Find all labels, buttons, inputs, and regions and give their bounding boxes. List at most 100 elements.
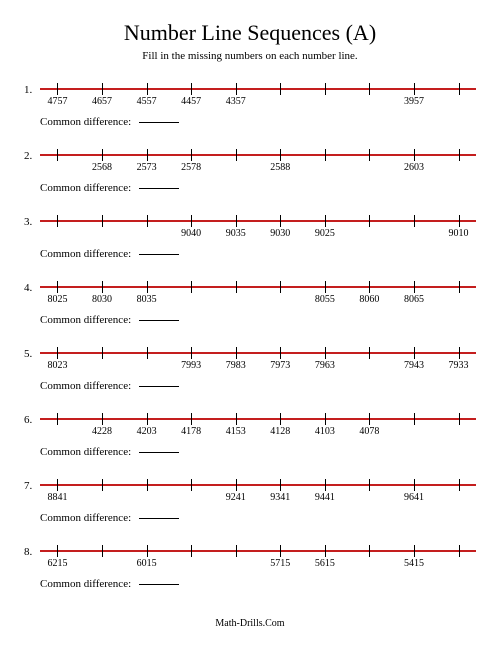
tick [102, 413, 103, 425]
problems-container: 1.475746574557445743573957 Common differe… [24, 78, 476, 590]
tick-label: 9010 [449, 228, 469, 239]
tick-label: 4153 [226, 426, 246, 437]
tick-label: 2573 [137, 162, 157, 173]
tick [325, 281, 326, 293]
answer-blank [139, 122, 179, 123]
common-difference: Common difference: [40, 380, 476, 392]
number-line: 88419241934194419641 [40, 474, 476, 510]
number-line: 475746574557445743573957 [40, 78, 476, 114]
tick [191, 479, 192, 491]
tick [57, 83, 58, 95]
problem: 8.62156015571556155415Common difference: [24, 540, 476, 590]
tick [459, 281, 460, 293]
problem: 5.8023799379837973796379437933Common dif… [24, 342, 476, 392]
tick [325, 149, 326, 161]
number-line: 90409035903090259010 [40, 210, 476, 246]
tick [236, 215, 237, 227]
tick [414, 83, 415, 95]
tick-label: 8035 [137, 294, 157, 305]
number-line-axis [40, 154, 476, 156]
number-line-axis [40, 286, 476, 288]
tick-label: 8025 [47, 294, 67, 305]
tick-label: 6015 [137, 558, 157, 569]
tick [280, 479, 281, 491]
tick [459, 215, 460, 227]
tick-label: 8023 [47, 360, 67, 371]
page-title: Number Line Sequences (A) [24, 20, 476, 46]
tick-label: 4103 [315, 426, 335, 437]
tick [147, 215, 148, 227]
tick [57, 215, 58, 227]
tick-label: 9035 [226, 228, 246, 239]
common-difference: Common difference: [40, 314, 476, 326]
tick-label: 8055 [315, 294, 335, 305]
common-difference: Common difference: [40, 512, 476, 524]
common-difference-label: Common difference: [40, 182, 131, 194]
tick-label: 2568 [92, 162, 112, 173]
tick-label: 4078 [359, 426, 379, 437]
problem-number: 1. [24, 78, 40, 96]
tick [325, 215, 326, 227]
tick [147, 347, 148, 359]
tick-label: 4228 [92, 426, 112, 437]
tick [236, 545, 237, 557]
tick-label: 4203 [137, 426, 157, 437]
tick [369, 281, 370, 293]
footer: Math-Drills.Com [0, 618, 500, 629]
tick [191, 545, 192, 557]
problem: 1.475746574557445743573957Common differe… [24, 78, 476, 128]
answer-blank [139, 188, 179, 189]
tick-label: 5415 [404, 558, 424, 569]
tick-label: 2603 [404, 162, 424, 173]
tick [414, 215, 415, 227]
tick [147, 281, 148, 293]
tick [325, 545, 326, 557]
tick-label: 7943 [404, 360, 424, 371]
tick-label: 2588 [270, 162, 290, 173]
tick [236, 281, 237, 293]
tick [57, 413, 58, 425]
tick [459, 413, 460, 425]
tick-label: 5715 [270, 558, 290, 569]
answer-blank [139, 584, 179, 585]
tick-label: 7963 [315, 360, 335, 371]
tick [147, 545, 148, 557]
tick [191, 83, 192, 95]
tick-label: 4357 [226, 96, 246, 107]
problem-number: 6. [24, 408, 40, 426]
tick [102, 479, 103, 491]
tick-label: 7993 [181, 360, 201, 371]
problem: 7.88419241934194419641 Common difference: [24, 474, 476, 524]
tick [147, 413, 148, 425]
number-line: 62156015571556155415 [40, 540, 476, 576]
tick-label: 6215 [47, 558, 67, 569]
common-difference: Common difference: [40, 248, 476, 260]
tick [102, 149, 103, 161]
tick [236, 479, 237, 491]
problem: 2.25682573257825882603Common difference: [24, 144, 476, 194]
number-line-axis [40, 550, 476, 552]
tick [191, 347, 192, 359]
tick [459, 83, 460, 95]
number-line-axis [40, 484, 476, 486]
tick [102, 215, 103, 227]
problem-number: 7. [24, 474, 40, 492]
tick [459, 347, 460, 359]
tick [280, 281, 281, 293]
problem-number: 8. [24, 540, 40, 558]
tick [236, 347, 237, 359]
tick [414, 479, 415, 491]
tick [236, 413, 237, 425]
tick [280, 347, 281, 359]
tick-label: 7973 [270, 360, 290, 371]
tick [57, 149, 58, 161]
tick-label: 4657 [92, 96, 112, 107]
number-line-axis [40, 418, 476, 420]
tick [236, 149, 237, 161]
tick [325, 83, 326, 95]
answer-blank [139, 518, 179, 519]
tick-label: 4178 [181, 426, 201, 437]
tick [414, 281, 415, 293]
number-line: 802580308035805580608065 [40, 276, 476, 312]
tick [369, 545, 370, 557]
